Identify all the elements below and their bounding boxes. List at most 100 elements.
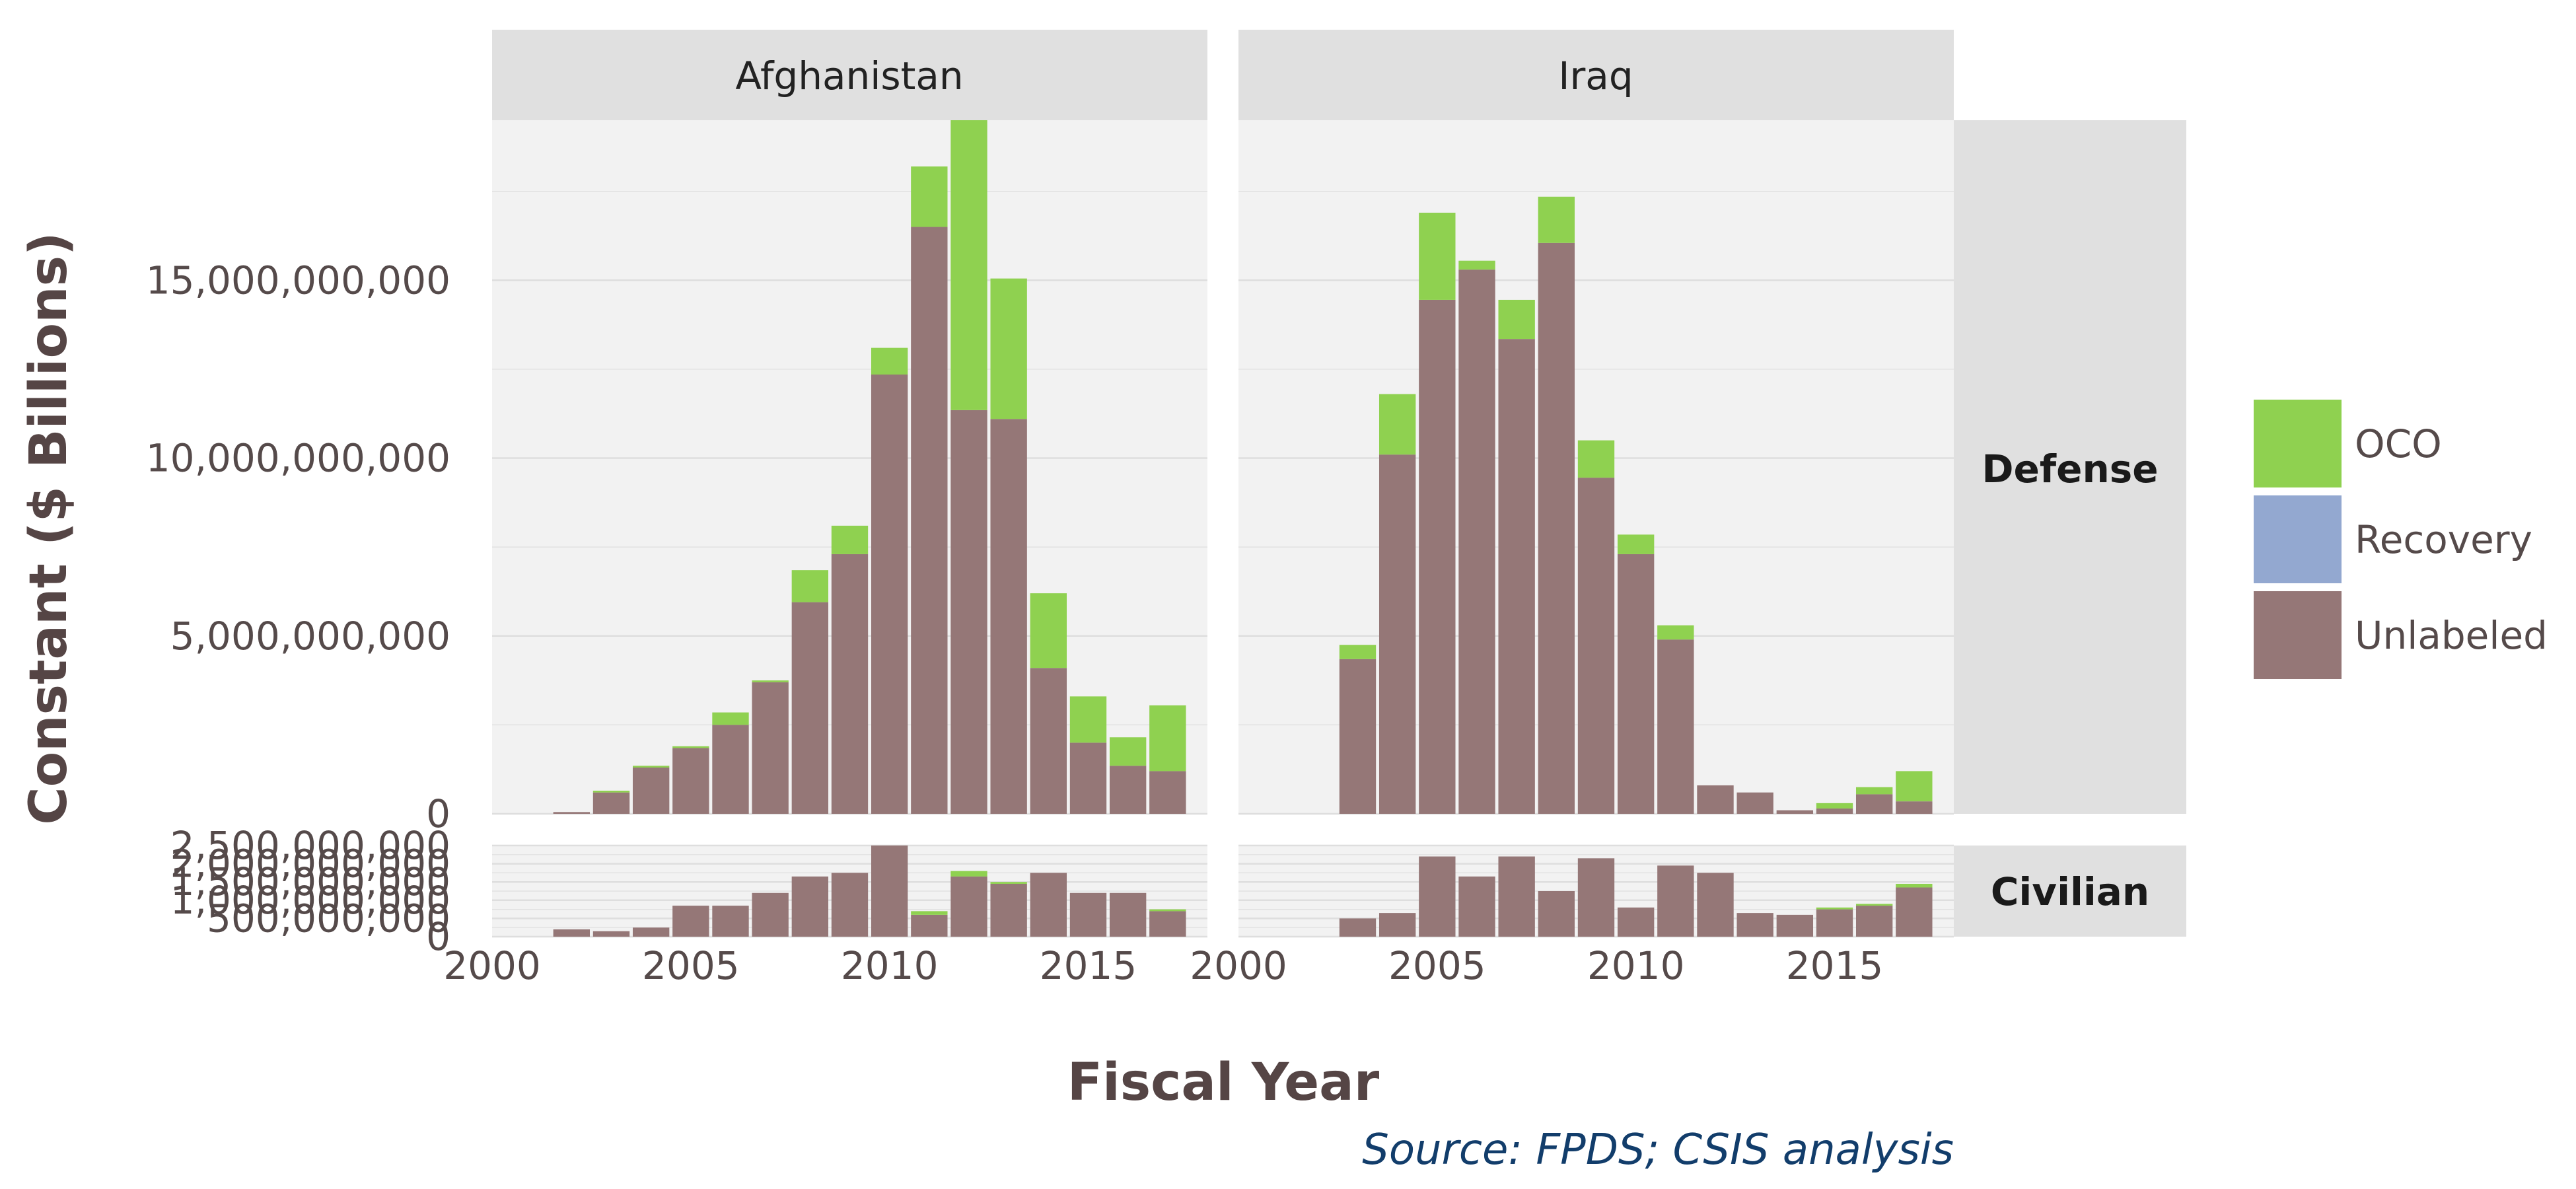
bar-oco	[1896, 771, 1933, 802]
bar-oco	[1069, 696, 1107, 743]
bar-unlabeled	[831, 554, 869, 814]
bar-unlabeled	[1736, 792, 1773, 814]
bar-oco	[592, 791, 630, 793]
bar-unlabeled	[712, 725, 749, 814]
bar-oco	[950, 871, 987, 877]
bar-unlabeled	[1816, 808, 1853, 814]
bar-unlabeled	[1657, 639, 1694, 814]
bar-unlabeled	[1736, 913, 1773, 937]
strip-label-defense: Defense	[1982, 447, 2158, 491]
bar-unlabeled	[1458, 270, 1495, 814]
legend-key-recovery	[2254, 495, 2342, 583]
bar-unlabeled	[990, 419, 1027, 814]
bar-unlabeled	[1776, 914, 1814, 937]
source-caption: Source: FPDS; CSIS analysis	[1362, 1126, 1954, 1174]
tick-labels: 0 5,000,000,000 10,000,000,000 15,000,000,0…	[146, 258, 1884, 988]
x-tick-label: 2005	[1388, 943, 1486, 988]
bar-oco	[1617, 534, 1655, 554]
bar-unlabeled	[1697, 873, 1734, 937]
bar-oco	[1419, 213, 1456, 300]
bar-unlabeled	[1419, 299, 1456, 814]
x-tick-label: 2010	[1587, 943, 1685, 988]
bar-unlabeled	[911, 914, 948, 937]
strip-civilian	[1954, 846, 2186, 937]
y-tick-label: 15,000,000,000	[146, 258, 450, 303]
strip-defense	[1954, 120, 2186, 814]
bar-unlabeled	[1339, 918, 1377, 937]
legend-label-unlabeled: Unlabeled	[2355, 613, 2548, 658]
y-tick-label: 10,000,000,000	[146, 436, 450, 481]
bar-unlabeled	[553, 812, 590, 814]
bar-unlabeled	[672, 748, 709, 814]
strip-label-civilian: Civilian	[1991, 869, 2149, 914]
bar-unlabeled	[911, 227, 948, 814]
bar-unlabeled	[1378, 454, 1416, 814]
bar-unlabeled	[831, 873, 869, 937]
bar-oco	[712, 712, 749, 725]
bar-oco	[990, 882, 1027, 884]
bar-oco	[1577, 440, 1615, 478]
bar-oco	[950, 120, 987, 410]
x-tick-label: 2000	[1190, 943, 1287, 988]
bar-oco	[1816, 803, 1853, 809]
bar-oco	[1855, 787, 1893, 795]
bar-unlabeled	[990, 883, 1027, 937]
bar-oco	[1030, 593, 1067, 668]
strip-label-afghanistan: Afghanistan	[735, 54, 963, 98]
y-tick-label: 5,000,000,000	[170, 614, 450, 659]
x-axis-title: Fiscal Year	[1067, 1053, 1380, 1112]
bar-oco	[1498, 299, 1535, 340]
bar-unlabeled	[1378, 913, 1416, 937]
x-tick-label: 2015	[1040, 943, 1137, 988]
bar-unlabeled	[1458, 876, 1495, 937]
y-tick-label: 1,000,000,000	[170, 878, 450, 923]
y-tick-label: 0	[426, 791, 450, 836]
bar-unlabeled	[1538, 242, 1575, 814]
bar-unlabeled	[950, 410, 987, 814]
bar-unlabeled	[1339, 659, 1377, 814]
bar-oco	[1816, 907, 1853, 910]
bar-unlabeled	[672, 906, 709, 937]
y-tick-label: 2,000,000,000	[170, 842, 450, 886]
bar-oco	[1149, 705, 1186, 772]
legend-key-unlabeled	[2254, 591, 2342, 679]
bar-unlabeled	[1697, 785, 1734, 814]
bar-unlabeled	[1896, 887, 1933, 937]
bar-unlabeled	[1069, 892, 1107, 937]
bar-unlabeled	[592, 931, 630, 937]
bar-unlabeled	[1617, 554, 1655, 814]
bar-unlabeled	[1030, 873, 1067, 937]
bar-oco	[1458, 260, 1495, 270]
legend-label-oco: OCO	[2355, 421, 2442, 466]
x-tick-label: 2000	[443, 943, 541, 988]
y-tick-label: 2,500,000,000	[170, 823, 450, 868]
bar-unlabeled	[632, 927, 670, 937]
bar-oco	[990, 278, 1027, 419]
strip-label-iraq: Iraq	[1558, 54, 1633, 98]
bar-oco	[791, 570, 829, 602]
bar-unlabeled	[871, 846, 908, 937]
bar-unlabeled	[1816, 909, 1853, 937]
bar-oco	[911, 166, 948, 227]
bar-unlabeled	[1577, 858, 1615, 937]
bar-unlabeled	[1855, 906, 1893, 937]
bar-unlabeled	[1776, 810, 1814, 814]
bar-unlabeled	[1855, 794, 1893, 814]
bar-oco	[752, 680, 789, 682]
bar-oco	[672, 746, 709, 748]
bar-oco	[1339, 645, 1377, 659]
bar-unlabeled	[791, 602, 829, 814]
bar-oco	[911, 911, 948, 915]
y-tick-label: 0	[426, 914, 450, 959]
bar-unlabeled	[1577, 478, 1615, 814]
bar-unlabeled	[1538, 891, 1575, 937]
bars	[553, 120, 1933, 937]
bar-unlabeled	[1149, 771, 1186, 814]
legend: OCO Recovery Unlabeled	[2254, 400, 2548, 679]
bar-oco	[632, 766, 670, 768]
bar-unlabeled	[1657, 865, 1694, 937]
bar-unlabeled	[1498, 856, 1535, 937]
bar-unlabeled	[553, 929, 590, 937]
bar-oco	[1538, 196, 1575, 243]
